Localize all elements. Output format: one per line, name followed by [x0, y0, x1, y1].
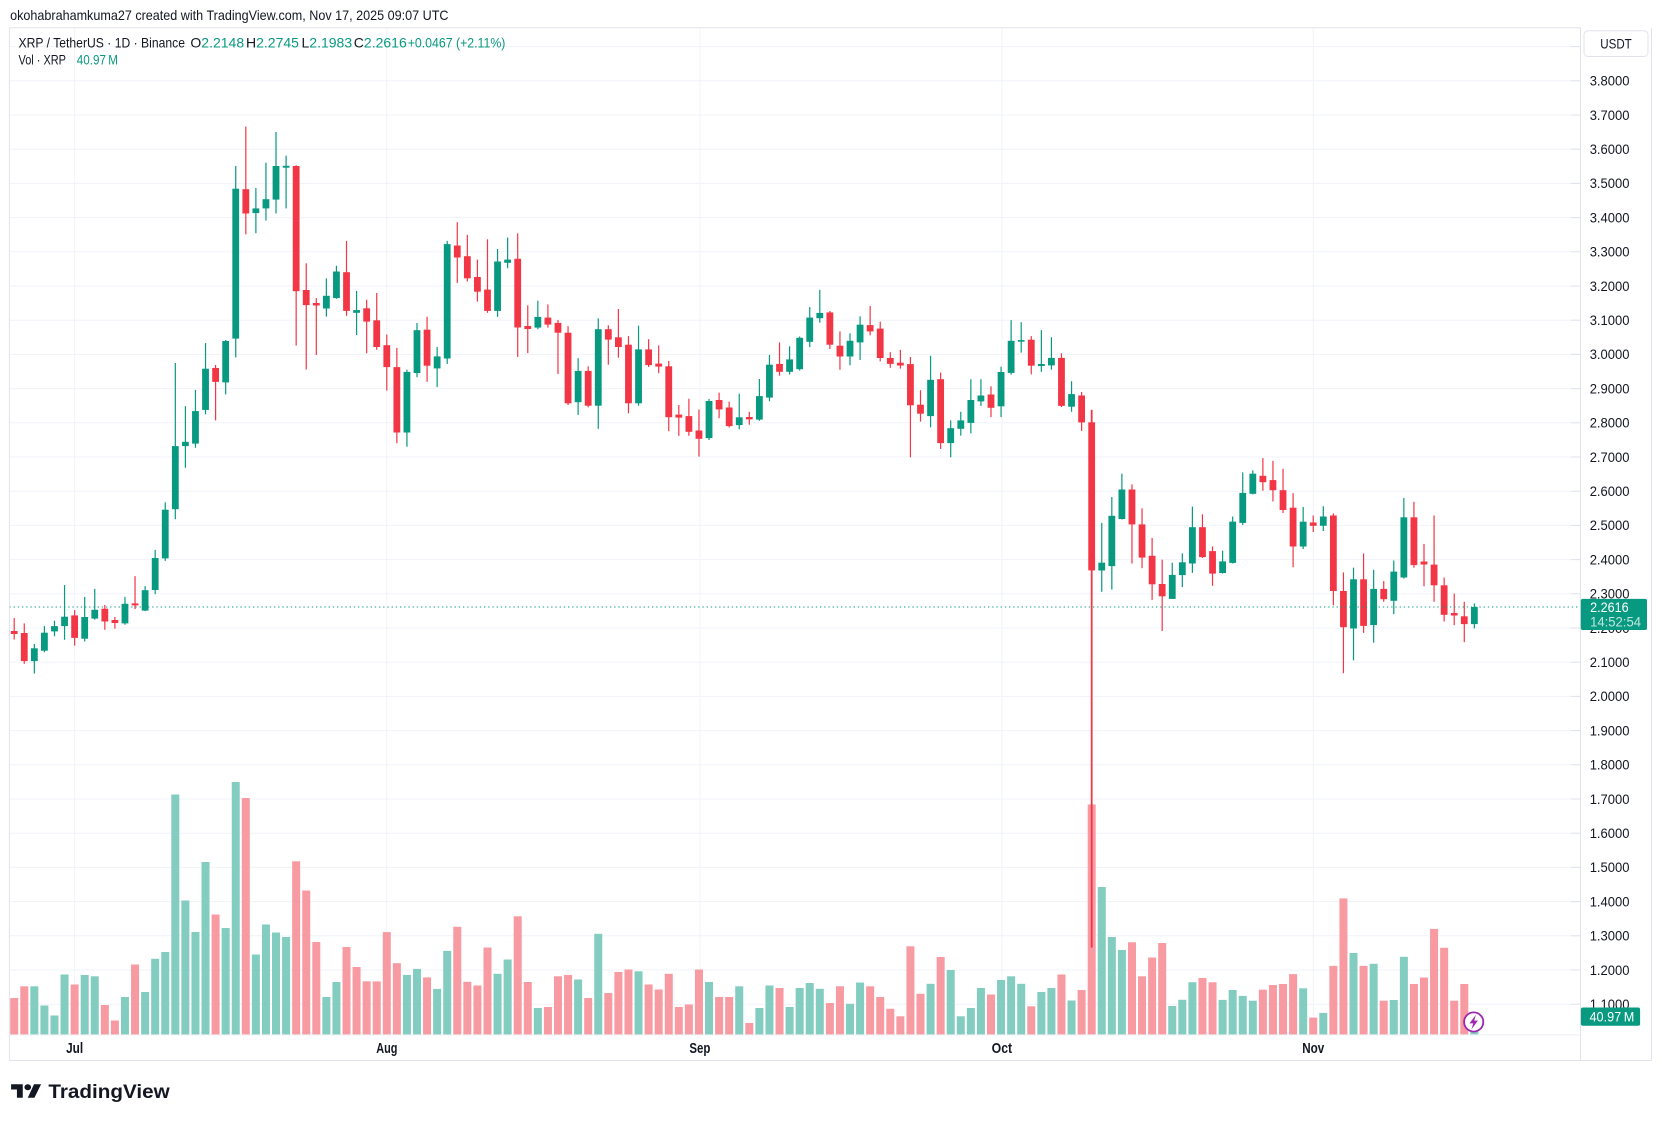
svg-text:+0.0467 (+2.11%): +0.0467 (+2.11%): [408, 35, 506, 51]
svg-text:1.7000: 1.7000: [1590, 792, 1630, 807]
svg-text:XRP / TetherUS · 1D · Binance: XRP / TetherUS · 1D · Binance: [19, 35, 186, 51]
svg-text:1.9000: 1.9000: [1590, 723, 1630, 738]
svg-text:2.2616: 2.2616: [1590, 600, 1629, 615]
svg-text:C2.2616: C2.2616: [354, 35, 407, 51]
svg-text:40.97 M: 40.97 M: [77, 52, 118, 68]
svg-text:2.0000: 2.0000: [1590, 689, 1630, 704]
svg-text:2.5000: 2.5000: [1590, 518, 1630, 533]
svg-text:TradingView: TradingView: [48, 1081, 170, 1103]
svg-text:Sep: Sep: [689, 1040, 710, 1057]
svg-text:Nov: Nov: [1302, 1040, 1325, 1057]
svg-text:14:52:54: 14:52:54: [1590, 615, 1641, 630]
svg-text:1.6000: 1.6000: [1590, 826, 1630, 841]
svg-text:Vol · XRP: Vol · XRP: [19, 52, 67, 68]
svg-text:O2.2148: O2.2148: [190, 35, 244, 51]
svg-text:H2.2745: H2.2745: [246, 35, 299, 51]
svg-text:3.7000: 3.7000: [1590, 108, 1630, 123]
svg-text:Jul: Jul: [66, 1040, 83, 1057]
svg-text:2.8000: 2.8000: [1590, 416, 1630, 431]
svg-text:1.2000: 1.2000: [1590, 963, 1630, 978]
svg-text:2.9000: 2.9000: [1590, 381, 1630, 396]
svg-text:3.2000: 3.2000: [1590, 279, 1630, 294]
svg-text:1.4000: 1.4000: [1590, 894, 1630, 909]
svg-text:40.97 M: 40.97 M: [1590, 1010, 1635, 1025]
svg-text:okohabrahamkuma27 created with: okohabrahamkuma27 created with TradingVi…: [10, 7, 448, 23]
svg-text:3.5000: 3.5000: [1590, 176, 1630, 191]
svg-text:3.0000: 3.0000: [1590, 347, 1630, 362]
svg-text:Aug: Aug: [376, 1040, 397, 1057]
svg-text:1.5000: 1.5000: [1590, 860, 1630, 875]
svg-text:2.1000: 2.1000: [1590, 655, 1630, 670]
svg-text:L2.1983: L2.1983: [302, 35, 353, 51]
svg-text:3.6000: 3.6000: [1590, 142, 1630, 157]
svg-text:2.4000: 2.4000: [1590, 552, 1630, 567]
svg-text:3.4000: 3.4000: [1590, 210, 1630, 225]
svg-text:2.3000: 2.3000: [1590, 587, 1630, 602]
svg-text:1.8000: 1.8000: [1590, 758, 1630, 773]
svg-text:3.8000: 3.8000: [1590, 74, 1630, 89]
svg-text:3.3000: 3.3000: [1590, 245, 1630, 260]
svg-text:USDT: USDT: [1600, 36, 1632, 51]
svg-text:1.3000: 1.3000: [1590, 929, 1630, 944]
svg-text:2.6000: 2.6000: [1590, 484, 1630, 499]
svg-text:3.1000: 3.1000: [1590, 313, 1630, 328]
svg-text:Oct: Oct: [992, 1040, 1013, 1057]
svg-text:2.7000: 2.7000: [1590, 450, 1630, 465]
